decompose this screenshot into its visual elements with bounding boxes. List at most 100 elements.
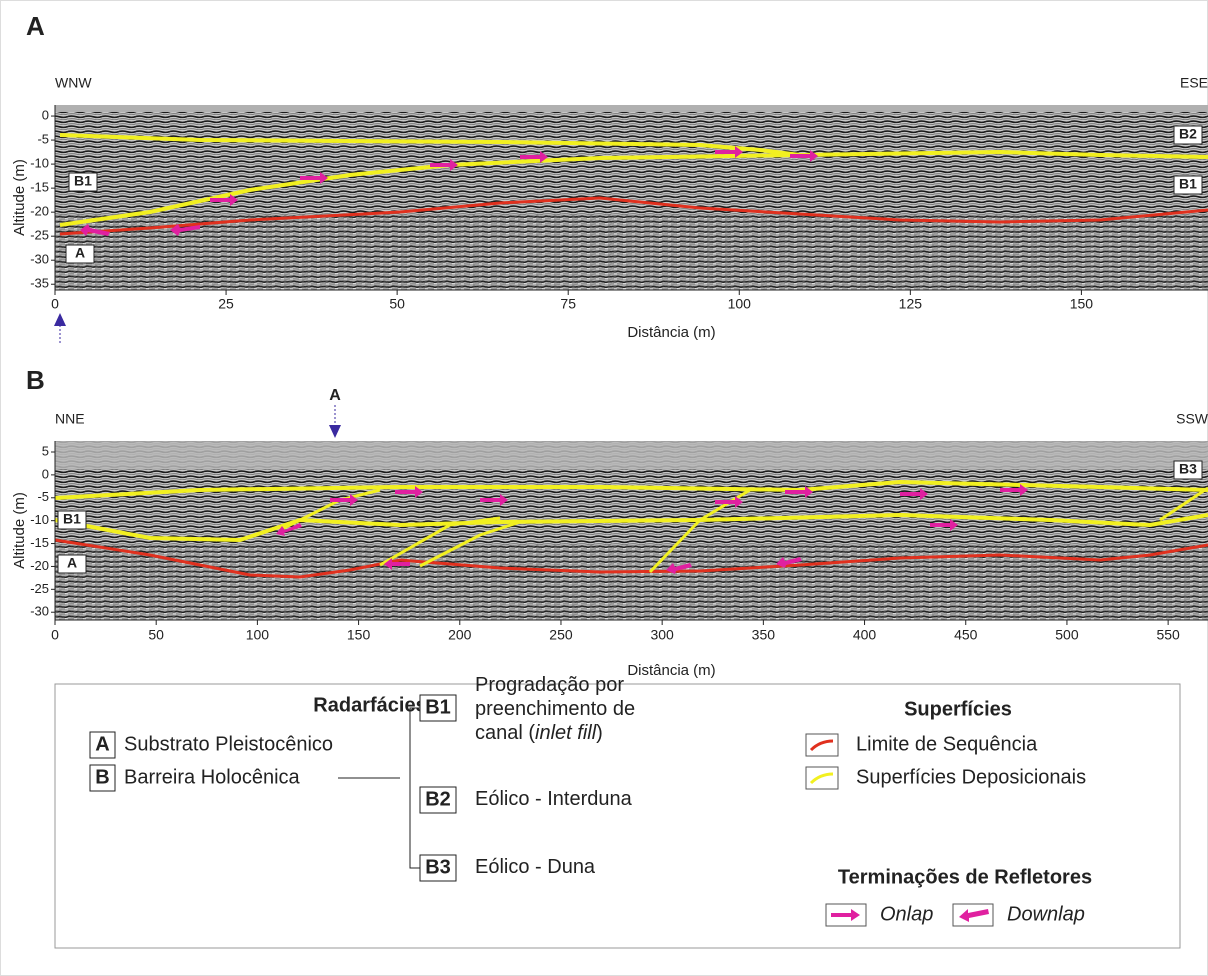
y-tick-label: 0 bbox=[42, 107, 49, 122]
radargram-b bbox=[54, 441, 1208, 620]
unit-code: B bbox=[95, 766, 109, 788]
subunit-label: preenchimento de bbox=[475, 698, 635, 720]
y-tick-label: -20 bbox=[30, 558, 49, 573]
y-tick-label: -25 bbox=[30, 581, 49, 596]
facies-label: B1 bbox=[63, 511, 81, 527]
facies-label: B1 bbox=[1179, 176, 1197, 192]
unit-label: Barreira Holocênica bbox=[124, 766, 301, 788]
x-tick-label: 300 bbox=[650, 627, 674, 643]
facies-box bbox=[1173, 460, 1203, 480]
facies-label: B3 bbox=[1179, 461, 1197, 477]
x-tick-label: 75 bbox=[560, 296, 576, 312]
swatch-line bbox=[809, 739, 834, 752]
code-box bbox=[419, 854, 457, 882]
x-tick-label: 50 bbox=[389, 296, 405, 312]
x-tick-label: 125 bbox=[899, 296, 923, 312]
subunit-label: canal (inlet fill) bbox=[475, 722, 603, 744]
x-tick-label: 25 bbox=[218, 296, 234, 312]
facies-box bbox=[57, 554, 87, 574]
legend-title: Radarfácies bbox=[313, 694, 426, 716]
subunit-code: B3 bbox=[425, 856, 451, 878]
x-tick-label: 50 bbox=[148, 627, 164, 643]
subunit-italic: inlet fill bbox=[535, 722, 597, 744]
y-axis-title: Altitude (m) bbox=[11, 159, 28, 236]
y-tick-label: -30 bbox=[30, 252, 49, 267]
x-tick-label: 0 bbox=[51, 296, 59, 312]
facies-box bbox=[57, 510, 87, 530]
x-tick-label: 100 bbox=[728, 296, 752, 312]
swatch-box bbox=[805, 733, 839, 757]
subunit-text: Eólico - Interduna bbox=[475, 788, 633, 810]
facies-box bbox=[1173, 125, 1203, 145]
y-tick-label: -15 bbox=[30, 180, 49, 195]
termination-arrow bbox=[831, 909, 860, 921]
subunit-code: B1 bbox=[425, 696, 451, 718]
legend-title: Terminações de Refletores bbox=[838, 866, 1092, 888]
x-tick-label: 150 bbox=[347, 627, 371, 643]
termination-label: Downlap bbox=[1007, 903, 1085, 925]
y-tick-label: -10 bbox=[30, 156, 49, 171]
y-tick-label: -25 bbox=[30, 228, 49, 243]
x-tick-label: 250 bbox=[549, 627, 573, 643]
surface-label: Superfícies Deposicionais bbox=[856, 766, 1086, 788]
y-tick-label: -5 bbox=[37, 489, 49, 504]
facies-box bbox=[68, 172, 98, 192]
crossing-marker: A bbox=[329, 387, 341, 404]
subunit-label: Eólico - Interduna bbox=[475, 788, 633, 810]
x-tick-label: 450 bbox=[954, 627, 978, 643]
code-box bbox=[89, 764, 116, 792]
surface-label: Limite de Sequência bbox=[856, 733, 1038, 755]
swatch-box bbox=[805, 766, 839, 790]
swatch-line bbox=[809, 772, 834, 785]
radargram-a bbox=[55, 105, 1208, 290]
legend-title: Superfícies bbox=[904, 698, 1012, 720]
y-tick-label: -30 bbox=[30, 604, 49, 619]
y-tick-label: 5 bbox=[42, 443, 49, 458]
subunit-label: Eólico - Duna bbox=[475, 856, 596, 878]
code-box bbox=[419, 786, 457, 814]
unit-label: Substrato Pleistocênico bbox=[124, 733, 333, 755]
panel-label: A bbox=[26, 11, 45, 41]
direction-right: SSW bbox=[1176, 411, 1208, 427]
code-box bbox=[419, 694, 457, 722]
y-tick-label: -15 bbox=[30, 535, 49, 550]
facies-box bbox=[1173, 175, 1203, 195]
x-axis-title: Distância (m) bbox=[627, 662, 715, 679]
y-axis-title: Altitude (m) bbox=[11, 492, 28, 569]
subunit-text: ) bbox=[596, 722, 603, 744]
y-tick-label: 0 bbox=[42, 466, 49, 481]
facies-label: B1 bbox=[74, 173, 92, 189]
x-tick-label: 500 bbox=[1055, 627, 1079, 643]
facies-label: A bbox=[67, 555, 77, 571]
x-tick-label: 400 bbox=[853, 627, 877, 643]
subunit-text: Eólico - Duna bbox=[475, 856, 596, 878]
subunit-label: Progradação por bbox=[475, 674, 624, 696]
y-tick-label: -20 bbox=[30, 204, 49, 219]
location-pointer bbox=[54, 313, 341, 438]
y-tick-label: -5 bbox=[37, 132, 49, 147]
y-tick-label: -35 bbox=[30, 276, 49, 291]
direction-right: ESE bbox=[1180, 75, 1208, 91]
termination-arrow bbox=[959, 909, 989, 922]
facies-label: B2 bbox=[1179, 126, 1197, 142]
x-tick-label: 550 bbox=[1156, 627, 1180, 643]
x-tick-label: 0 bbox=[51, 627, 59, 643]
direction-left: WNW bbox=[55, 75, 92, 91]
x-tick-label: 150 bbox=[1070, 296, 1094, 312]
facies-label: A bbox=[75, 245, 85, 261]
subunit-code: B2 bbox=[425, 788, 451, 810]
x-tick-label: 100 bbox=[246, 627, 270, 643]
termination-label: Onlap bbox=[880, 903, 933, 925]
subunit-text: canal ( bbox=[475, 722, 535, 744]
unit-code: A bbox=[95, 733, 109, 755]
direction-left: NNE bbox=[55, 411, 85, 427]
facies-box bbox=[65, 244, 95, 264]
subunit-text: preenchimento de bbox=[475, 698, 635, 720]
y-tick-label: -10 bbox=[30, 512, 49, 527]
x-axis-title: Distância (m) bbox=[627, 324, 715, 341]
subunit-text: Progradação por bbox=[475, 674, 624, 696]
code-box bbox=[89, 731, 116, 759]
x-tick-label: 350 bbox=[752, 627, 776, 643]
panel-label: B bbox=[26, 365, 45, 395]
x-tick-label: 200 bbox=[448, 627, 472, 643]
